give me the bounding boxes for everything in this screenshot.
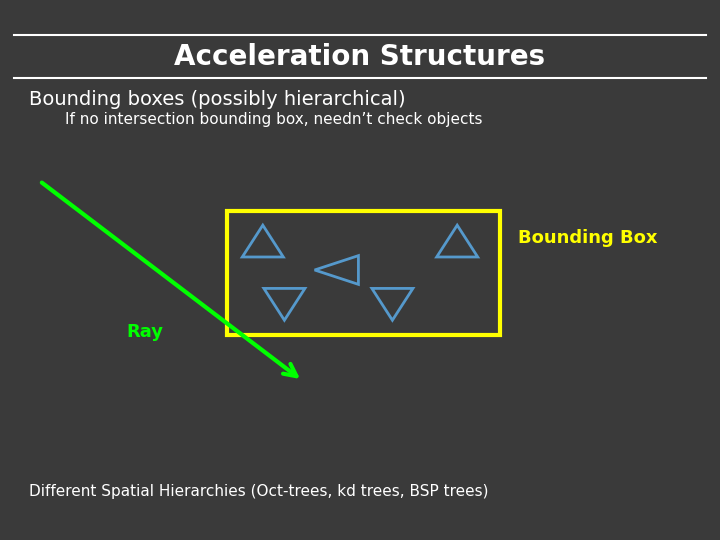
Text: Bounding boxes (possibly hierarchical): Bounding boxes (possibly hierarchical) xyxy=(29,90,405,110)
Text: Acceleration Structures: Acceleration Structures xyxy=(174,43,546,71)
Text: Different Spatial Hierarchies (Oct-trees, kd trees, BSP trees): Different Spatial Hierarchies (Oct-trees… xyxy=(29,484,488,499)
Text: Bounding Box: Bounding Box xyxy=(518,229,658,247)
Text: If no intersection bounding box, needn’t check objects: If no intersection bounding box, needn’t… xyxy=(65,112,482,127)
Bar xyxy=(227,211,500,335)
Text: Ray: Ray xyxy=(126,323,163,341)
